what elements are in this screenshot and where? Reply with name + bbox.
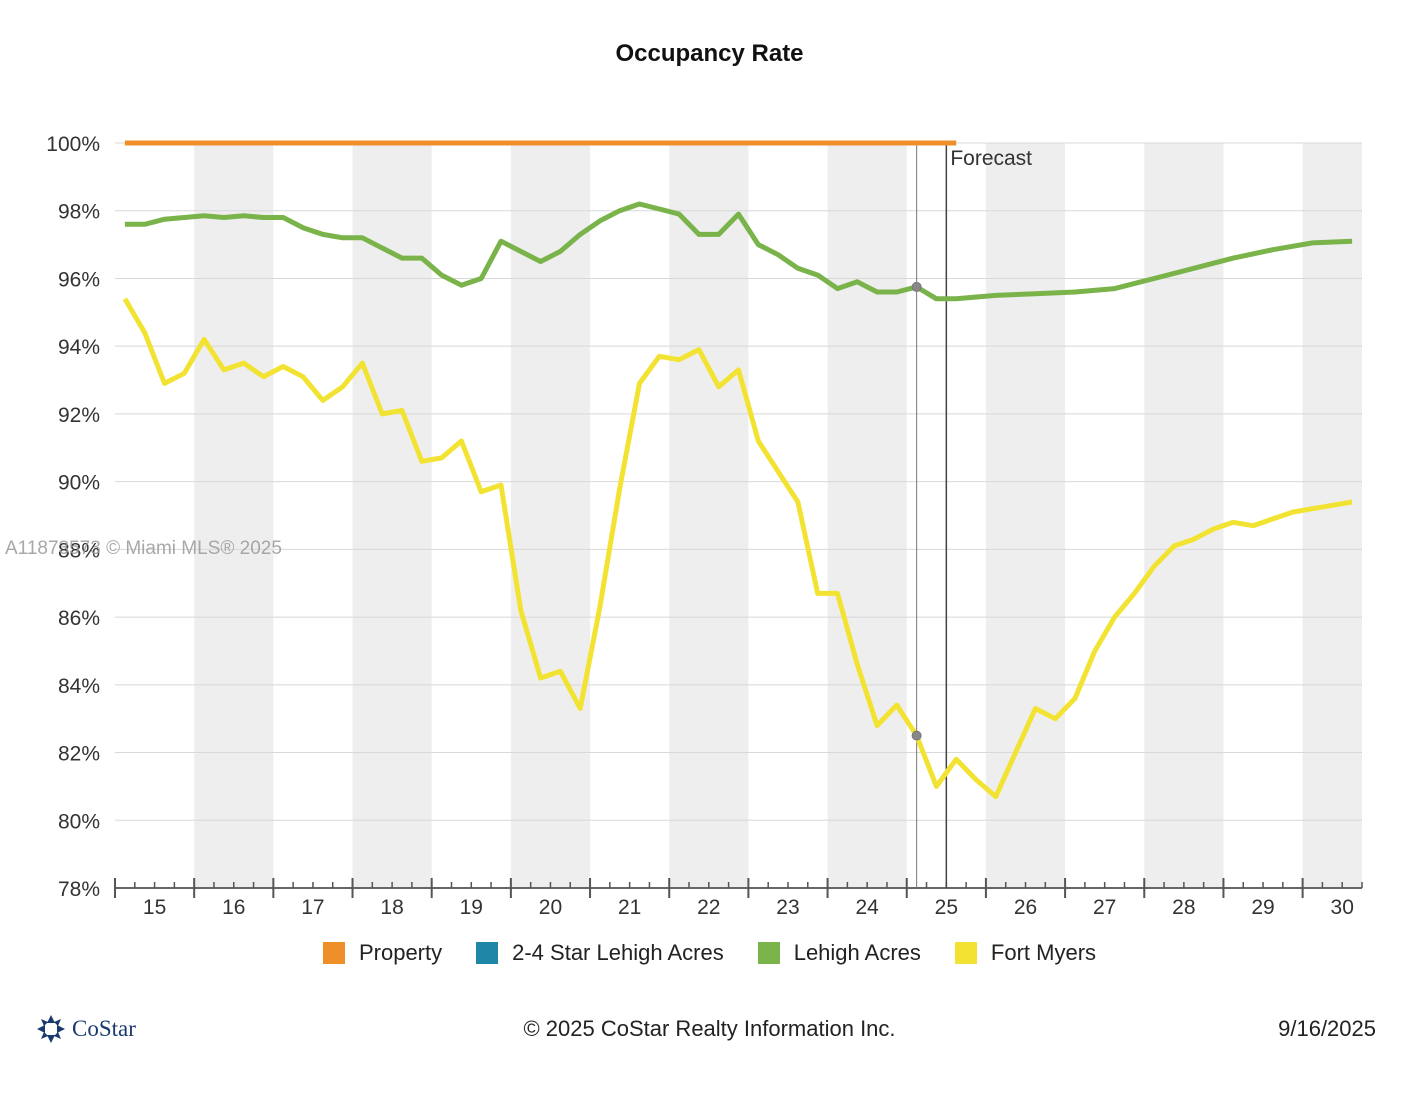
x-axis-tick-labels: 15 16 17 18 19 20 21 22 23 24 25 26 27 28 29 30 xyxy=(143,896,1354,919)
year-band xyxy=(194,143,274,888)
marker-lehigh-acres xyxy=(911,281,922,292)
y-tick-label: 98% xyxy=(58,201,100,224)
legend-item-lehigh-acres[interactable]: Lehigh Acres xyxy=(757,940,921,966)
series-line-fort-myers xyxy=(122,297,1353,800)
x-tick-label: 28 xyxy=(1172,896,1195,919)
x-tick-label: 22 xyxy=(697,896,720,919)
costar-logo: CoStar xyxy=(36,1014,136,1044)
x-tick-label: 21 xyxy=(618,896,641,919)
year-band xyxy=(1302,143,1362,888)
costar-logo-text: CoStar xyxy=(72,1016,136,1041)
x-tick-label: 15 xyxy=(143,896,166,919)
legend-swatch xyxy=(476,942,499,964)
footer-copyright: © 2025 CoStar Realty Information Inc. xyxy=(523,1016,896,1041)
year-band xyxy=(669,143,749,888)
legend-label: Property xyxy=(358,940,443,965)
legend-label: Fort Myers xyxy=(990,940,1097,965)
legend-swatch xyxy=(954,942,977,964)
y-tick-label: 100% xyxy=(46,133,100,156)
current-period-markers xyxy=(911,281,922,741)
y-tick-label: 88% xyxy=(58,539,100,562)
y-tick-label: 82% xyxy=(58,743,100,766)
series-line-lehigh-acres xyxy=(124,201,1353,302)
y-tick-label: 78% xyxy=(58,878,100,901)
y-tick-label: 96% xyxy=(58,268,100,291)
year-band xyxy=(352,143,432,888)
year-band xyxy=(827,143,907,888)
forecast-label: Forecast xyxy=(950,147,1032,170)
legend-swatch xyxy=(322,942,345,964)
x-tick-label: 18 xyxy=(380,896,403,919)
year-band xyxy=(1144,143,1224,888)
year-band xyxy=(510,143,591,888)
x-tick-label: 27 xyxy=(1093,896,1116,919)
x-tick-label: 29 xyxy=(1251,896,1274,919)
legend-label: 2-4 Star Lehigh Acres xyxy=(512,940,724,965)
occupancy-line-chart: 100% 98% 96% 94% 92% 90% 88% 86% 84% 82% 80% 78% 15… xyxy=(46,133,1363,919)
y-tick-label: 92% xyxy=(58,404,100,427)
legend-item-fort-myers[interactable]: Fort Myers xyxy=(954,940,1097,966)
chart-title: Occupancy Rate xyxy=(615,40,804,67)
x-tick-label: 17 xyxy=(301,896,324,919)
chart-legend: Property 2-4 Star Lehigh Acres Lehigh Ac… xyxy=(0,940,1419,966)
grid-lines xyxy=(115,142,1362,821)
mls-watermark: A11873573 © Miami MLS® 2025 xyxy=(5,538,282,559)
marker-fort-myers xyxy=(911,730,922,741)
y-tick-label: 94% xyxy=(58,336,100,359)
year-band xyxy=(985,143,1066,888)
y-tick-label: 80% xyxy=(58,810,100,833)
footer-date: 9/16/2025 xyxy=(1278,1016,1376,1041)
x-tick-label: 24 xyxy=(855,896,879,919)
legend-item-2-4-star-lehigh-acres[interactable]: 2-4 Star Lehigh Acres xyxy=(476,940,724,966)
legend-label: Lehigh Acres xyxy=(793,940,921,965)
x-tick-label: 23 xyxy=(776,896,799,919)
legend-item-property[interactable]: Property xyxy=(322,940,443,966)
x-tick-label: 20 xyxy=(539,896,562,919)
y-tick-label: 84% xyxy=(58,675,100,698)
legend-swatch xyxy=(757,942,780,964)
y-tick-label: 90% xyxy=(58,472,100,495)
series-lines xyxy=(122,140,1353,800)
x-tick-label: 19 xyxy=(460,896,483,919)
y-tick-label: 86% xyxy=(58,607,100,630)
forecast-region: Forecast xyxy=(916,143,1032,888)
x-tick-label: 30 xyxy=(1331,896,1354,919)
x-tick-label: 25 xyxy=(935,896,958,919)
year-bands xyxy=(194,143,1362,888)
x-tick-label: 16 xyxy=(222,896,245,919)
x-tick-label: 26 xyxy=(1014,896,1037,919)
costar-star-icon xyxy=(37,1015,65,1043)
y-axis-tick-labels: 100% 98% 96% 94% 92% 90% 88% 86% 84% 82% 80% 78% xyxy=(46,133,100,901)
